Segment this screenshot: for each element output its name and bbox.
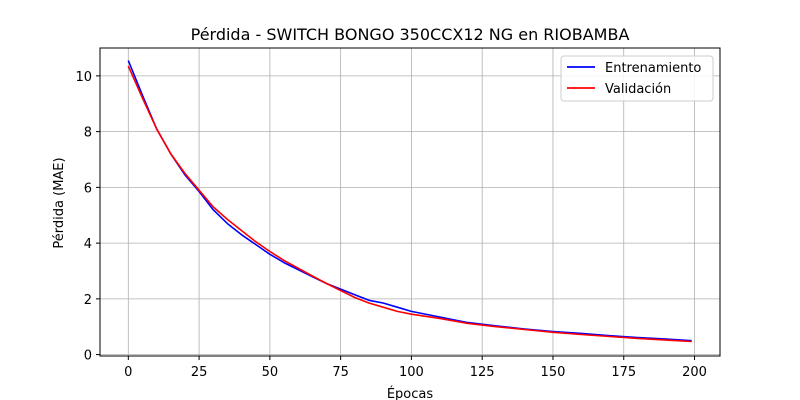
legend: Entrenamiento Validación bbox=[560, 55, 714, 102]
series-line-validacion bbox=[127, 65, 692, 343]
y-tick-label: 10 bbox=[75, 70, 92, 85]
x-tick-label: 100 bbox=[399, 365, 424, 380]
x-tick-label: 25 bbox=[191, 365, 208, 380]
x-tick-label: 125 bbox=[470, 365, 495, 380]
y-tick-label: 0 bbox=[84, 349, 92, 364]
plot-frame bbox=[99, 47, 721, 357]
chart-title: Pérdida - SWITCH BONGO 350CCX12 NG en RI… bbox=[191, 25, 630, 44]
x-tick-label: 175 bbox=[611, 365, 636, 380]
y-tick-label: 2 bbox=[84, 293, 92, 308]
x-tick-label: 75 bbox=[332, 365, 349, 380]
x-tick-label: 50 bbox=[262, 365, 279, 380]
x-tick-label: 0 bbox=[124, 365, 132, 380]
x-axis-label: Épocas bbox=[387, 386, 434, 400]
legend-label: Validación bbox=[605, 82, 671, 97]
y-axis-label: Pérdida (MAE) bbox=[52, 157, 67, 248]
legend-item: Validación bbox=[567, 82, 671, 97]
y-tick-label: 4 bbox=[84, 237, 92, 252]
x-tick-label: 150 bbox=[541, 365, 566, 380]
y-tick-label: 8 bbox=[84, 126, 92, 141]
y-tick-label: 6 bbox=[84, 181, 92, 196]
legend-item: Entrenamiento bbox=[567, 61, 701, 76]
legend-label: Entrenamiento bbox=[605, 61, 701, 76]
x-axis-ticks: 0 25 50 75 100 125 150 175 200 bbox=[124, 356, 707, 380]
y-axis-ticks: 0 2 4 6 8 10 bbox=[75, 70, 100, 364]
x-tick-label: 200 bbox=[682, 365, 707, 380]
series-layer bbox=[127, 60, 692, 343]
legend-box bbox=[560, 55, 714, 102]
